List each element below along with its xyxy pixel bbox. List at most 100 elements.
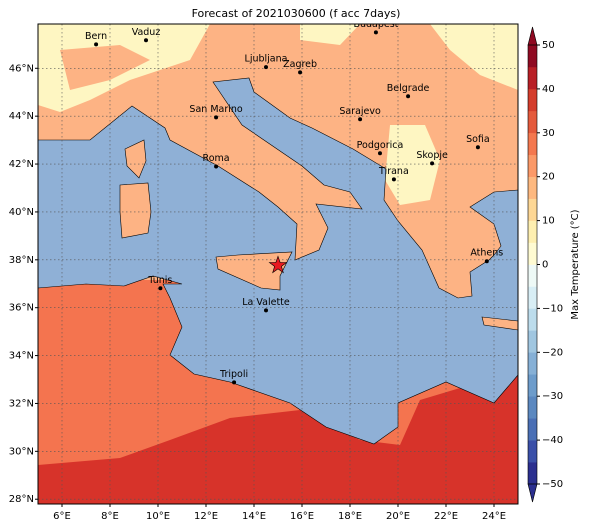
graticule xyxy=(38,24,518,504)
colorbar-tick-label: −50 xyxy=(542,479,563,490)
hot-zone xyxy=(38,375,518,504)
city-dot xyxy=(475,145,480,150)
y-tick-label: 30°N xyxy=(9,446,34,457)
colorbar-segment xyxy=(528,176,537,199)
colorbar-segment xyxy=(528,132,537,156)
colorbar-segment xyxy=(528,88,537,112)
land xyxy=(60,45,150,90)
city-dot xyxy=(378,151,382,156)
x-tick-label: 10°E xyxy=(146,511,170,522)
colorbar-segment xyxy=(528,418,537,441)
y-tick-label: 34°N xyxy=(9,351,34,362)
city-label: San Marino xyxy=(189,104,242,115)
y-tick-label: 40°N xyxy=(9,207,34,218)
city-label: Skopje xyxy=(416,150,448,161)
city-dot xyxy=(373,30,378,35)
city-dot xyxy=(391,177,396,182)
colorbar-tick-label: 40 xyxy=(542,84,555,95)
city-dot xyxy=(158,286,163,291)
city-label: Podgorica xyxy=(357,140,404,151)
x-tick-label: 14°E xyxy=(242,511,266,522)
colorbar-tick-label: −10 xyxy=(542,303,563,314)
x-tick-label: 18°E xyxy=(338,511,362,522)
colorbar: −50 −40 −30 −20 −10 0 10 20 30 40 50 xyxy=(527,26,563,503)
sardinia xyxy=(119,182,152,239)
city-dot xyxy=(144,38,148,43)
crete xyxy=(481,316,518,331)
colorbar-tick-label: −40 xyxy=(542,435,563,446)
colorbar-tick-label: 50 xyxy=(542,40,555,51)
y-tick-label: 46°N xyxy=(9,63,34,74)
colorbar-segment xyxy=(528,352,537,375)
colorbar-segment xyxy=(528,198,537,221)
y-tick-label: 42°N xyxy=(9,159,34,170)
city-dot xyxy=(94,42,99,47)
colorbar-extension xyxy=(527,483,538,503)
colorbar-tick-label: −30 xyxy=(542,391,563,402)
map-frame xyxy=(37,23,519,505)
y-tick-label: 32°N xyxy=(9,398,34,409)
city-dot xyxy=(264,65,268,70)
x-tick-label: 12°E xyxy=(194,511,218,522)
y-tick-label: 28°N xyxy=(9,494,34,505)
city-label: Vaduz xyxy=(132,27,161,38)
colorbar-segment xyxy=(528,330,537,353)
colorbar-tick-label: −20 xyxy=(542,347,563,358)
colorbar-segment xyxy=(528,110,537,134)
city-label: Budapest xyxy=(353,19,398,30)
city-dot xyxy=(232,380,237,385)
city-label: Belgrade xyxy=(387,83,430,94)
colorbar-segment xyxy=(528,220,537,243)
x-tick-label: 8°E xyxy=(101,511,119,522)
y-tick-label: 44°N xyxy=(9,111,34,122)
city-label: Ljubljana xyxy=(245,54,288,65)
colorbar-segment xyxy=(528,66,537,90)
colorbar-segment xyxy=(528,264,537,287)
colorbar-tick-label: 0 xyxy=(542,260,548,271)
city-label: Zagreb xyxy=(283,59,317,70)
warm-patch xyxy=(430,24,518,90)
colorbar-segment xyxy=(528,45,537,68)
city-dot xyxy=(214,164,219,169)
city-label: Tripoli xyxy=(219,369,248,380)
colorbar-segment xyxy=(528,308,537,331)
city-dot xyxy=(214,115,219,120)
city-label: Sofia xyxy=(466,134,490,145)
axes: 6°E 8°E 10°E 12°E 14°E 16°E 18°E 20°E 22°E 24°E 28… xyxy=(9,63,506,522)
colorbar-tick-label: 30 xyxy=(542,128,555,139)
x-tick-label: 22°E xyxy=(434,511,458,522)
colorbar-extension xyxy=(527,26,538,46)
colorbar-segment xyxy=(528,154,537,177)
city-label: La Valette xyxy=(242,297,290,308)
city-dot xyxy=(298,70,303,75)
colorbar-segment xyxy=(528,374,537,397)
city-label: Tirana xyxy=(378,166,409,177)
colorbar-segment xyxy=(528,440,537,463)
colorbar-segment xyxy=(528,396,537,419)
city-dot xyxy=(358,117,363,122)
city-dot xyxy=(430,161,435,166)
colorbar-segment xyxy=(528,286,537,309)
warm-patch xyxy=(385,125,440,205)
colorbar-segment xyxy=(528,462,537,485)
colorbar-tick-label: 10 xyxy=(542,216,555,227)
city-label: Sarajevo xyxy=(339,106,381,117)
warm-patch xyxy=(300,24,360,45)
city-dot xyxy=(264,308,268,313)
city-dot xyxy=(406,94,411,99)
city-label: Bern xyxy=(85,31,107,42)
colorbar-tick-label: 20 xyxy=(542,172,555,183)
city-label: Athens xyxy=(470,248,503,259)
x-tick-label: 16°E xyxy=(290,511,314,522)
y-tick-label: 36°N xyxy=(9,303,34,314)
colorbar-segment xyxy=(528,242,537,265)
city-label: Tunis xyxy=(147,275,172,286)
city-dot xyxy=(484,259,489,264)
x-tick-label: 6°E xyxy=(53,511,71,522)
location-star xyxy=(268,255,288,274)
title: Forecast of 2021030600 (f acc 7days) xyxy=(192,7,401,20)
city-label: Roma xyxy=(203,153,230,164)
